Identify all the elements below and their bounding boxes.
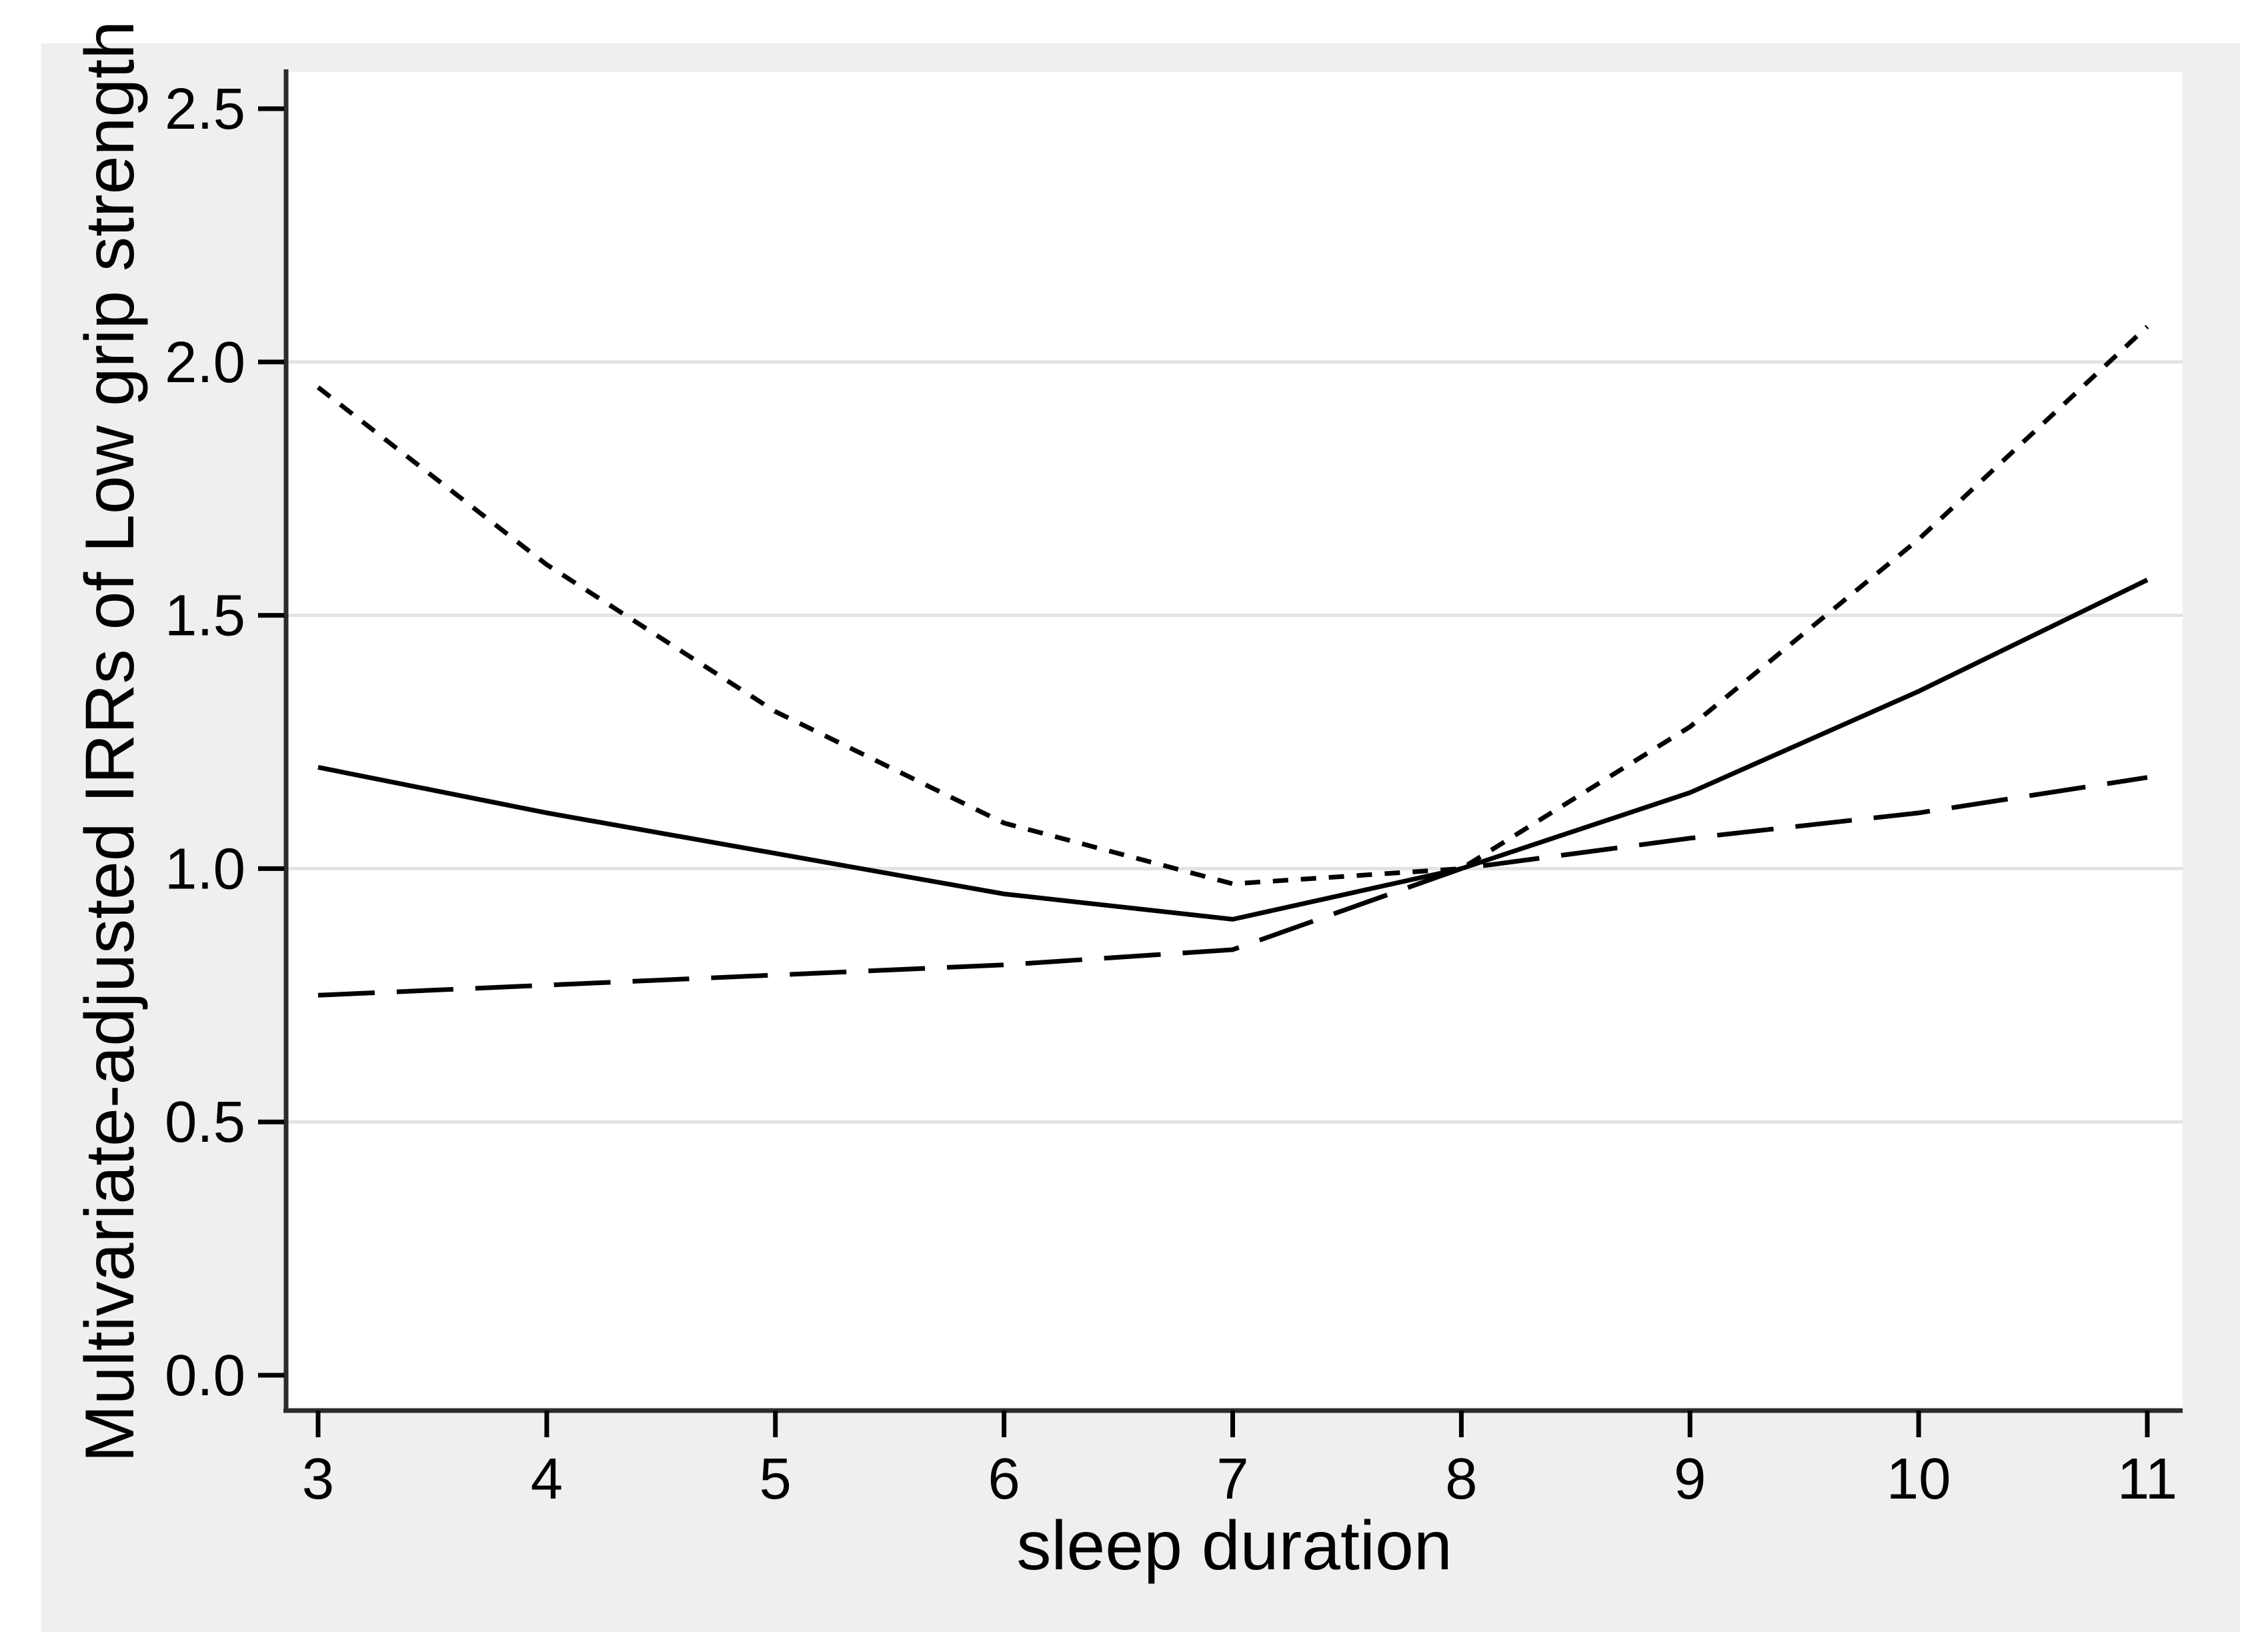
- x-tick-label: 6: [988, 1447, 1020, 1511]
- series-line-dashed: [317, 775, 2148, 998]
- x-tick-label: 8: [1445, 1447, 1477, 1511]
- y-tick-label: 1.0: [165, 836, 245, 901]
- x-tick-label: 3: [302, 1447, 334, 1511]
- x-tick-label: 7: [1216, 1447, 1248, 1511]
- y-tick-label: 0.0: [165, 1343, 245, 1408]
- x-tick-label: 5: [760, 1447, 792, 1511]
- x-tick-label: 9: [1674, 1447, 1706, 1511]
- x-ticks-group: 3 4 5 6 7 8 9 10 11: [302, 1411, 2177, 1511]
- gridlines-group: [286, 360, 2183, 1124]
- y-axis-title: Multivariate-adjusted IRRs of Low grip s…: [71, 21, 149, 1463]
- x-tick-label: 10: [1887, 1447, 1951, 1511]
- y-ticks-group: 0.0 0.5 1.0 1.5 2.0 2.5: [165, 77, 284, 1408]
- y-tick-label: 2.0: [165, 330, 245, 395]
- x-axis-title: sleep duration: [1016, 1507, 1452, 1585]
- series-group: [316, 325, 2149, 998]
- series-line-dotted: [316, 325, 2149, 886]
- x-tick-label: 4: [531, 1447, 563, 1511]
- plot-area-background: [286, 72, 2183, 1411]
- x-tick-label: 11: [2117, 1447, 2177, 1511]
- y-tick-label: 1.5: [165, 584, 245, 648]
- series-line-solid: [317, 578, 2149, 922]
- y-tick-label: 0.5: [165, 1090, 245, 1154]
- y-tick-label: 2.5: [165, 77, 245, 141]
